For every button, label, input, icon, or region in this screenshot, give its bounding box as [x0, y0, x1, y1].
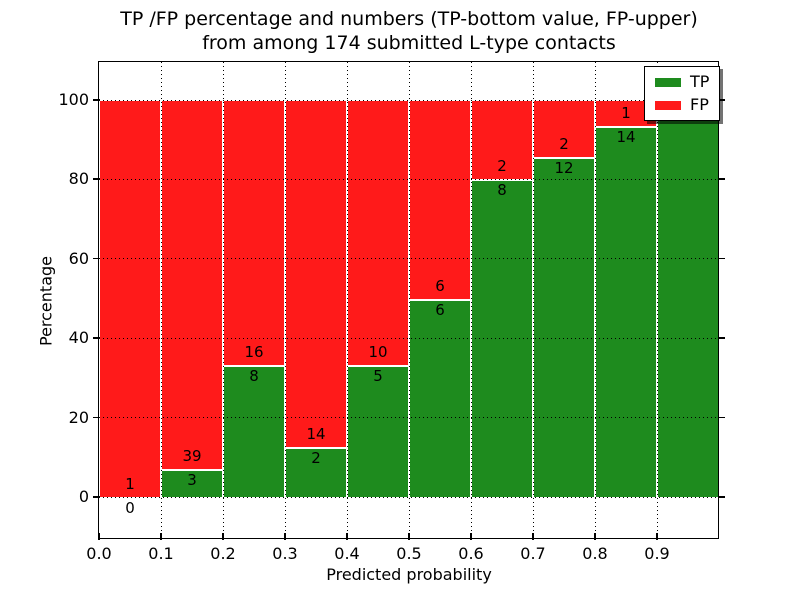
legend: TP FP	[644, 66, 721, 121]
fp-count-label: 1	[621, 104, 631, 123]
tp-count-label: 14	[616, 128, 636, 147]
x-tick-label: 0.9	[644, 544, 670, 563]
fp-swatch-icon	[655, 100, 681, 110]
fp-count-label: 14	[306, 425, 326, 444]
x-tick-label: 0.8	[582, 544, 608, 563]
vertical-gridline	[532, 62, 534, 539]
tp-bar-segment	[162, 468, 222, 497]
x-tick-mark	[160, 533, 162, 540]
plot-area: 10393168142105662821211425	[99, 62, 719, 539]
y-tick-mark	[93, 257, 100, 260]
tp-swatch-icon	[655, 77, 681, 87]
tp-count-label: 8	[249, 366, 259, 385]
y-tick-mark	[93, 496, 100, 498]
x-tick-mark	[284, 533, 286, 540]
tp-bar-segment	[286, 447, 346, 497]
tp-count-label: 8	[497, 181, 507, 200]
chart-title-line1: TP /FP percentage and numbers (TP-bottom…	[120, 8, 698, 30]
vertical-gridline	[470, 62, 472, 539]
fp-count-label: 2	[497, 157, 507, 176]
tp-count-label: 12	[554, 158, 574, 177]
vertical-gridline	[656, 62, 658, 539]
y-tick-label: 20	[68, 407, 89, 427]
fp-bar-segment	[100, 100, 160, 497]
x-tick-mark	[222, 533, 224, 540]
horizontal-gridline	[99, 417, 719, 419]
tp-bar-segment	[596, 126, 656, 497]
fp-count-label: 10	[368, 342, 388, 361]
tp-count-label: 3	[187, 470, 197, 489]
fp-count-label: 2	[559, 134, 569, 153]
fp-bar-segment	[348, 100, 408, 365]
y-tick-mark-right	[718, 257, 725, 260]
vertical-gridline	[160, 62, 162, 539]
tp-count-label: 6	[435, 300, 445, 319]
x-tick-label: 0.3	[272, 544, 298, 563]
x-tick-mark	[98, 533, 100, 540]
fp-count-label: 6	[435, 276, 445, 295]
fp-count-label: 16	[244, 342, 264, 361]
y-tick-mark-right	[718, 99, 725, 101]
legend-row-tp: TP	[655, 74, 709, 90]
y-tick-mark	[93, 99, 100, 101]
tp-count-label: 0	[125, 499, 135, 517]
tp-bar-segment	[410, 298, 470, 497]
legend-row-fp: FP	[655, 97, 709, 113]
fp-count-label: 39	[182, 446, 202, 465]
y-tick-mark	[93, 416, 100, 419]
fp-bar-segment	[410, 100, 470, 299]
tp-count-label: 5	[373, 366, 383, 385]
x-tick-label: 0.5	[396, 544, 422, 563]
fp-bar-segment	[286, 100, 346, 448]
legend-label-fp: FP	[690, 95, 709, 114]
y-tick-label: 40	[68, 328, 89, 348]
y-tick-mark-right	[718, 337, 725, 339]
chart-title-line2: from among 174 submitted L-type contacts	[202, 32, 616, 54]
x-tick-label: 0.2	[210, 544, 236, 563]
fp-bar-segment	[224, 100, 284, 365]
vertical-gridline	[346, 62, 348, 539]
x-tick-label: 0.7	[520, 544, 546, 563]
vertical-gridline	[284, 62, 286, 539]
x-tick-mark	[408, 533, 410, 540]
x-tick-label: 0.1	[148, 544, 174, 563]
y-tick-label: 60	[68, 248, 89, 268]
x-tick-mark	[594, 533, 596, 540]
y-tick-label: 80	[68, 169, 89, 189]
vertical-gridline	[408, 62, 410, 539]
horizontal-gridline	[99, 258, 719, 260]
y-tick-mark-right	[718, 416, 725, 419]
y-tick-mark	[93, 178, 100, 180]
x-tick-label: 0.0	[86, 544, 112, 563]
fp-bar-segment	[472, 100, 532, 180]
legend-label-tp: TP	[690, 72, 710, 91]
fp-bar-segment	[162, 100, 222, 469]
tp-bar-segment	[348, 364, 408, 497]
vertical-gridline	[222, 62, 224, 539]
x-tick-mark	[656, 533, 658, 540]
x-tick-mark	[346, 533, 348, 540]
tp-bar-segment	[224, 364, 284, 497]
x-tick-mark	[532, 533, 534, 540]
x-tick-mark	[470, 533, 472, 540]
horizontal-gridline	[99, 496, 719, 498]
y-tick-label: 100	[58, 90, 89, 109]
y-tick-mark	[93, 337, 100, 339]
fp-count-label: 1	[125, 475, 135, 493]
y-tick-mark-right	[718, 178, 725, 180]
horizontal-gridline	[99, 178, 719, 180]
vertical-gridline	[594, 62, 596, 539]
y-tick-mark-right	[718, 496, 725, 498]
tp-count-label: 2	[311, 449, 321, 468]
y-tick-label: 0	[78, 487, 89, 506]
tp-bar-segment	[658, 100, 718, 497]
tp-bar-segment	[534, 156, 594, 497]
x-tick-label: 0.6	[458, 544, 484, 563]
x-axis-label: Predicted probability	[326, 565, 492, 584]
horizontal-gridline	[99, 99, 719, 101]
x-tick-label: 0.4	[334, 544, 360, 563]
horizontal-gridline	[99, 337, 719, 339]
